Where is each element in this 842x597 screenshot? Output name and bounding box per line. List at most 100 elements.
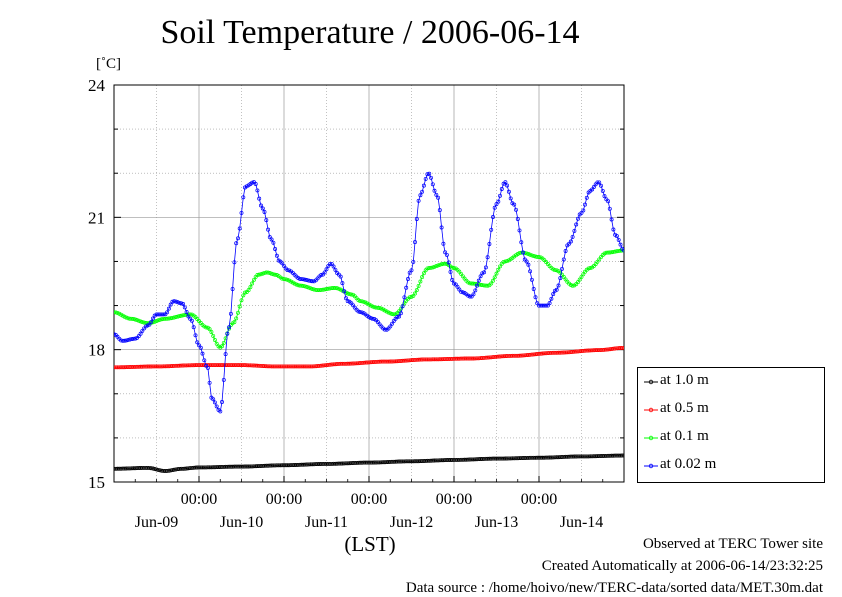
data-point: [159, 364, 164, 369]
data-point: [514, 207, 518, 212]
data-point: [512, 353, 517, 358]
data-point: [425, 458, 430, 463]
data-point: [266, 270, 271, 275]
data-point: [450, 265, 455, 270]
data-point: [574, 222, 579, 227]
data-point: [540, 303, 545, 308]
data-point: [262, 210, 267, 214]
data-point: [322, 287, 327, 292]
legend-item-05m: at 0.5 m: [638, 400, 824, 420]
data-point: [283, 277, 288, 282]
data-point: [168, 468, 173, 473]
data-point: [432, 357, 437, 362]
data-point: [280, 364, 285, 369]
data-point: [202, 465, 207, 470]
data-point: [556, 283, 561, 288]
data-point: [324, 267, 329, 272]
data-point: [197, 343, 201, 348]
data-point: [159, 312, 164, 317]
data-point: [149, 319, 154, 324]
data-point: [613, 453, 618, 458]
x-tick-label-date: Jun-13: [475, 514, 519, 531]
data-point: [336, 286, 341, 291]
data-point: [145, 364, 150, 369]
data-point: [609, 347, 614, 351]
data-point: [243, 290, 247, 295]
data-point: [329, 286, 334, 291]
data-point: [345, 361, 350, 366]
data-point: [499, 354, 504, 359]
data-point: [480, 457, 485, 461]
data-point: [524, 259, 529, 264]
legend-item-1m: at 1.0 m: [638, 372, 824, 392]
data-point: [200, 351, 205, 356]
data-point: [273, 272, 278, 277]
data-point: [158, 312, 162, 317]
data-point: [613, 249, 618, 254]
data-point: [462, 457, 467, 462]
data-point: [622, 248, 624, 253]
data-point: [122, 365, 127, 370]
data-point: [382, 460, 387, 465]
data-point: [174, 299, 178, 304]
data-point: [310, 462, 315, 467]
data-point: [444, 252, 449, 257]
data-point: [533, 254, 538, 259]
data-point: [315, 288, 320, 293]
data-point: [158, 468, 162, 473]
data-point: [420, 189, 425, 194]
data-point: [172, 299, 177, 304]
data-point: [416, 283, 421, 288]
data-point: [526, 262, 531, 267]
data-point: [512, 456, 517, 461]
data-point: [220, 464, 224, 469]
data-point: [267, 271, 272, 275]
data-point: [370, 360, 375, 365]
data-point: [138, 331, 143, 336]
data-point: [237, 363, 242, 368]
data-point: [310, 279, 315, 284]
data-point: [122, 338, 127, 343]
data-point: [195, 363, 200, 368]
data-point: [345, 291, 350, 296]
data-point: [154, 319, 159, 323]
y-tick-label: 15: [88, 473, 105, 492]
data-point: [114, 310, 116, 315]
series-at-0-1-m: [114, 248, 624, 350]
data-point: [475, 457, 479, 462]
data-point: [136, 334, 141, 339]
data-point: [602, 453, 607, 458]
data-point: [584, 195, 589, 200]
data-point: [359, 460, 364, 465]
data-point: [135, 364, 139, 369]
data-point: [414, 217, 419, 221]
data-point: [524, 251, 529, 256]
data-point: [299, 364, 304, 369]
data-point: [248, 285, 253, 290]
data-point: [273, 463, 278, 468]
data-point: [297, 462, 302, 467]
data-point: [292, 463, 297, 467]
data-point: [416, 198, 421, 203]
data-point: [413, 357, 417, 362]
data-point: [475, 356, 479, 361]
data-point: [413, 459, 417, 464]
data-point: [521, 250, 526, 255]
data-point: [489, 281, 494, 286]
data-point: [188, 466, 193, 471]
data-point: [170, 468, 175, 473]
data-point: [200, 465, 205, 470]
data-point: [237, 464, 242, 469]
data-point: [189, 363, 194, 368]
data-point: [129, 316, 134, 321]
y-unit-label: [˚C]: [96, 56, 121, 72]
data-point: [310, 364, 315, 369]
data-point: [358, 310, 363, 315]
data-point: [129, 337, 134, 342]
data-point: [522, 353, 527, 358]
data-point: [425, 266, 430, 271]
data-point: [529, 253, 534, 258]
data-point: [503, 180, 508, 185]
data-point: [127, 337, 132, 342]
data-point: [328, 461, 332, 466]
